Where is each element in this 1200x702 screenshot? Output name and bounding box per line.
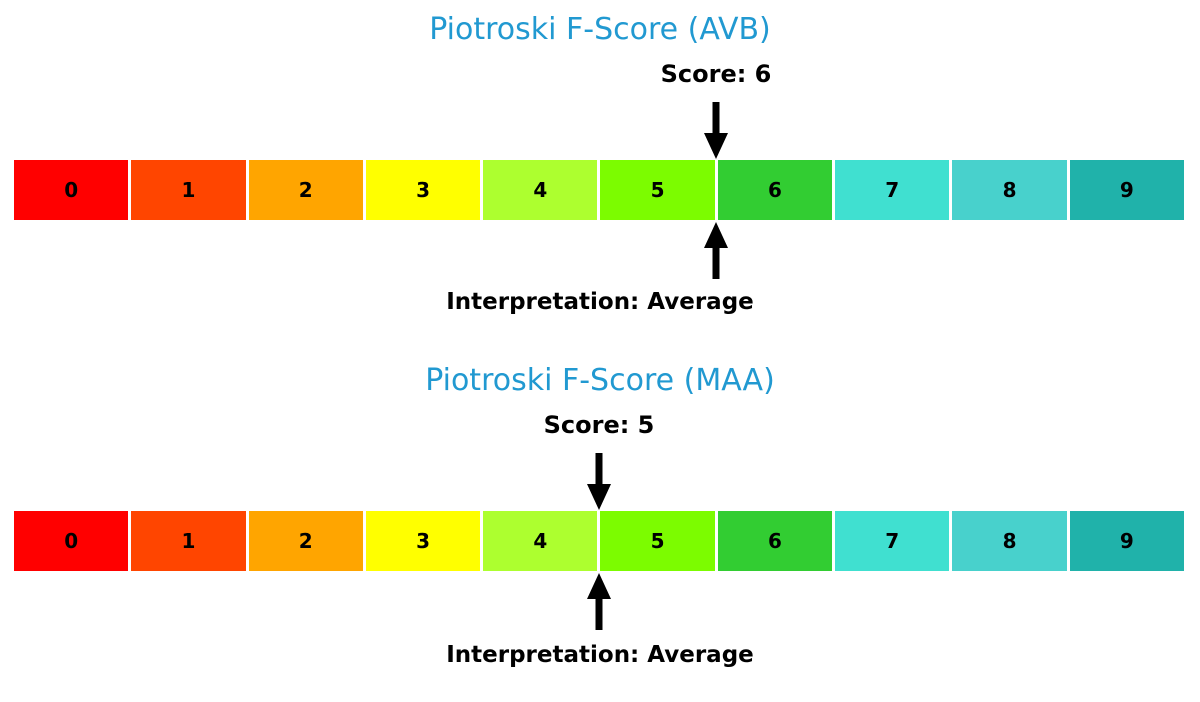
scale-cell-label: 6	[767, 529, 782, 553]
scale-cell: 5	[600, 160, 715, 220]
panel-maa-score-label: Score: 5	[543, 411, 655, 439]
panel-avb-title: Piotroski F-Score (AVB)	[429, 12, 771, 47]
scale-cell: 2	[248, 511, 363, 571]
scale-cell: 1	[131, 511, 246, 571]
scale-cell-label: 8	[1002, 529, 1017, 553]
scale-cell-label: 3	[416, 529, 430, 553]
scale-cell: 0	[14, 511, 129, 571]
panel-maa-title: Piotroski F-Score (MAA)	[425, 363, 775, 398]
scale-cell: 8	[952, 160, 1067, 220]
scale-cell: 9	[1069, 511, 1184, 571]
scale-cell-label: 7	[885, 529, 900, 553]
scale-cell-label: 6	[767, 178, 782, 202]
scale-cell: 2	[248, 160, 363, 220]
scale-cell: 1	[131, 160, 246, 220]
score-scale-bar-avb: 0 1 2 3 4 5 6 7 8 9	[14, 160, 1184, 220]
scale-cell-label: 2	[298, 178, 313, 202]
scale-cell: 5	[600, 511, 715, 571]
scale-cell-label: 0	[64, 178, 79, 202]
score-marker-up-icon	[586, 572, 612, 630]
scale-cell-label: 1	[181, 529, 196, 553]
arrow-down-icon	[587, 453, 611, 510]
score-scale-bar-maa: 0 1 2 3 4 5 6 7 8 9	[14, 511, 1184, 571]
scale-cell: 6	[717, 511, 833, 571]
scale-cell-label: 4	[533, 178, 548, 202]
scale-cell-label: 9	[1119, 178, 1134, 202]
scale-cell-label: 1	[181, 178, 196, 202]
scale-cell-label: 3	[416, 178, 430, 202]
scale-cell-label: 4	[533, 529, 548, 553]
arrow-down-icon	[704, 102, 728, 159]
scale-cell-label: 8	[1002, 178, 1017, 202]
arrow-up-icon	[704, 222, 728, 279]
scale-cell: 3	[365, 511, 481, 571]
scale-cell-label: 7	[885, 178, 900, 202]
scale-cell: 7	[835, 160, 950, 220]
scale-cell-label: 5	[650, 178, 665, 202]
scale-cell: 8	[952, 511, 1067, 571]
scale-cell: 4	[483, 160, 598, 220]
scale-cell: 3	[365, 160, 481, 220]
scale-cell-label: 0	[64, 529, 79, 553]
scale-cell: 6	[717, 160, 833, 220]
scale-cell-label: 9	[1119, 529, 1134, 553]
scale-cell-label: 2	[298, 529, 313, 553]
scale-cell: 9	[1069, 160, 1184, 220]
panel-avb-score-label: Score: 6	[660, 60, 772, 88]
score-marker-down-icon	[703, 102, 729, 160]
score-marker-down-icon	[586, 453, 612, 511]
panel-avb-interpretation-label: Interpretation: Average	[446, 289, 754, 315]
scale-cell: 7	[835, 511, 950, 571]
scale-cell-label: 5	[650, 529, 665, 553]
panel-maa-interpretation-label: Interpretation: Average	[446, 642, 754, 668]
scale-cell: 4	[483, 511, 598, 571]
scale-cell: 0	[14, 160, 129, 220]
score-marker-up-icon	[703, 221, 729, 279]
arrow-up-icon	[587, 573, 611, 630]
